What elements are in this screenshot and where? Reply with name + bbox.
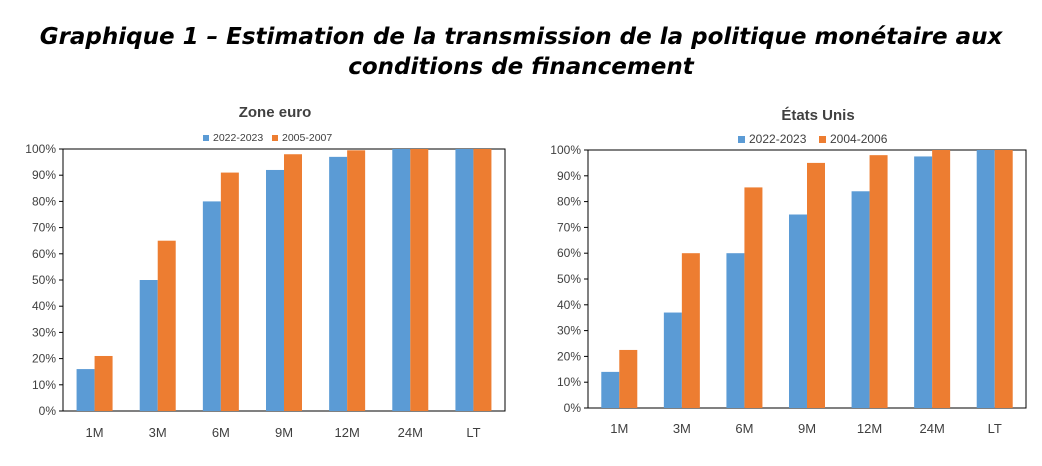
bar-24m-series-2 xyxy=(932,150,951,408)
bar-1m-series-2 xyxy=(94,355,113,411)
y-tick-label: 0% xyxy=(564,401,582,415)
bar-9m-series-1 xyxy=(266,169,284,411)
bar-12m-series-2 xyxy=(869,155,888,408)
chart-zone-euro: Zone euro 2022-2023 2005-2007 0% 10% 20% 30% 40… xyxy=(25,104,506,440)
bar-6m-series-2 xyxy=(220,172,239,411)
x-tick-label: 6M xyxy=(735,421,753,436)
bar-24m-series-1 xyxy=(914,156,933,408)
bar-24m-series-2 xyxy=(410,149,429,411)
y-tick-label: 10% xyxy=(557,375,581,389)
x-tick-label: 9M xyxy=(798,421,816,436)
y-tick-label: 70% xyxy=(32,221,56,235)
y-tick-label: 20% xyxy=(32,352,56,366)
x-tick-label: 24M xyxy=(398,425,423,440)
bar-12m-series-1 xyxy=(851,191,870,408)
y-tick-label: 80% xyxy=(557,195,581,209)
y-tick-label: 90% xyxy=(557,169,581,183)
x-tick-label: 1M xyxy=(86,425,104,440)
legend-swatch-1 xyxy=(203,135,209,141)
x-tick-label: 1M xyxy=(610,421,628,436)
x-tick-label: 3M xyxy=(673,421,691,436)
bar-lt-series-1 xyxy=(455,149,474,411)
bar-1m-series-1 xyxy=(601,371,620,408)
page-title-line-1: Graphique 1 – Estimation de la transmiss… xyxy=(39,24,1003,50)
bar-12m-series-2 xyxy=(347,150,366,411)
bar-12m-series-1 xyxy=(329,156,348,411)
y-tick-label: 30% xyxy=(557,324,581,338)
x-tick-label: 9M xyxy=(275,425,293,440)
y-tick-label: 20% xyxy=(557,349,581,363)
x-tick-label: 6M xyxy=(212,425,230,440)
bar-1m-series-2 xyxy=(619,349,638,408)
bar-6m-series-1 xyxy=(202,201,221,411)
bar-1m-series-1 xyxy=(76,369,95,411)
bar-lt-series-1 xyxy=(976,150,995,408)
y-tick-label: 40% xyxy=(32,299,56,313)
y-tick-label: 10% xyxy=(32,378,56,392)
bar-3m-series-1 xyxy=(663,312,682,408)
x-tick-label: 12M xyxy=(857,421,882,436)
bar-3m-series-1 xyxy=(139,280,158,411)
legend-label-2: 2005-2007 xyxy=(282,132,332,144)
chart-title: Zone euro xyxy=(239,104,312,121)
legend-swatch-1 xyxy=(738,136,745,143)
legend-label-2: 2004-2006 xyxy=(830,132,888,146)
y-tick-label: 70% xyxy=(557,220,581,234)
bar-9m-series-1 xyxy=(789,214,807,408)
legend-swatch-2 xyxy=(819,136,826,143)
y-tick-label: 80% xyxy=(32,194,56,208)
y-tick-label: 30% xyxy=(32,325,56,339)
chart-etats-unis: États Unis 2022-2023 2004-2006 0% 10% 20% 30% 4… xyxy=(550,107,1027,436)
x-tick-label: 3M xyxy=(149,425,167,440)
bar-9m-series-2 xyxy=(807,162,825,408)
y-tick-label: 60% xyxy=(32,247,56,261)
y-tick-label: 0% xyxy=(39,404,57,418)
page-title: Graphique 1 – Estimation de la transmiss… xyxy=(0,22,1042,82)
x-tick-label: LT xyxy=(466,425,480,440)
bar-lt-series-2 xyxy=(994,150,1013,408)
y-tick-label: 100% xyxy=(25,142,56,156)
page-title-line-2: conditions de financement xyxy=(348,54,694,80)
bar-3m-series-2 xyxy=(681,253,700,408)
y-tick-label: 90% xyxy=(32,168,56,182)
legend-label-1: 2022-2023 xyxy=(213,132,263,144)
y-tick-label: 60% xyxy=(557,246,581,260)
bar-lt-series-2 xyxy=(473,149,492,411)
legend-swatch-2 xyxy=(272,135,278,141)
x-tick-label: 12M xyxy=(334,425,359,440)
y-tick-label: 40% xyxy=(557,298,581,312)
legend-label-1: 2022-2023 xyxy=(749,132,807,146)
bar-3m-series-2 xyxy=(157,240,176,411)
x-tick-label: LT xyxy=(988,421,1002,436)
bar-6m-series-2 xyxy=(744,187,763,408)
chart-title: États Unis xyxy=(781,107,854,124)
bar-9m-series-2 xyxy=(284,154,302,412)
y-tick-label: 50% xyxy=(557,272,581,286)
x-tick-label: 24M xyxy=(919,421,944,436)
bar-6m-series-1 xyxy=(726,253,745,408)
bar-24m-series-1 xyxy=(392,149,411,411)
y-tick-label: 100% xyxy=(550,143,581,157)
y-tick-label: 50% xyxy=(32,273,56,287)
